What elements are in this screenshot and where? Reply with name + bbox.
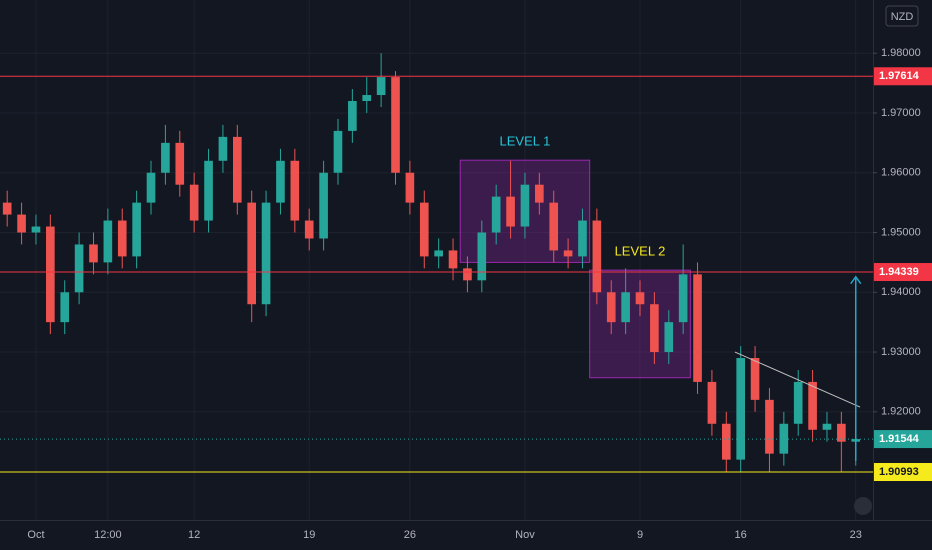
candle-body: [362, 95, 372, 102]
candle-body: [578, 220, 587, 257]
candle-body: [779, 423, 789, 454]
candle-body: [736, 358, 745, 460]
plot: LEVEL 1 LEVEL 2: [0, 0, 873, 520]
x-tick-label: 12: [188, 529, 200, 541]
candle-body: [161, 142, 170, 173]
candle-body: [419, 202, 429, 257]
x-tick-label: 9: [637, 529, 643, 541]
price-tag: [874, 463, 932, 482]
candle-body: [218, 136, 228, 161]
candle-body: [276, 160, 285, 203]
trendline: [734, 351, 861, 408]
x-tick-label: Oct: [27, 529, 44, 541]
y-tick-label: 1.92000: [881, 406, 921, 418]
candle-body: [477, 232, 487, 281]
candle-body: [132, 202, 141, 257]
candle-body: [635, 292, 645, 305]
candle-body: [17, 214, 26, 233]
candle-body: [391, 77, 400, 173]
candle-body: [535, 184, 544, 203]
candle-body: [319, 172, 328, 239]
candle-body: [563, 250, 573, 257]
candle-body: [822, 423, 832, 430]
y-tick-label: 1.98000: [881, 47, 921, 59]
price-tag: [874, 67, 932, 86]
candle-body: [765, 399, 774, 454]
price-tag: [874, 263, 932, 282]
candle-body: [693, 274, 702, 382]
candle-body: [348, 101, 357, 131]
candle-body: [793, 381, 803, 424]
x-tick-label: Nov: [515, 529, 535, 541]
candle-body: [175, 142, 185, 185]
candle-body: [808, 381, 817, 430]
price-tag-label: 1.94339: [879, 266, 919, 278]
events-icon[interactable]: [854, 497, 872, 515]
y-tick-label: 1.96000: [881, 167, 921, 179]
box-label: LEVEL 2: [615, 244, 666, 259]
candle-body: [60, 292, 70, 323]
candle-body: [549, 202, 559, 251]
candle-body: [664, 322, 674, 353]
candle-body: [448, 250, 458, 269]
candle-body: [89, 244, 98, 263]
candle-body: [678, 274, 688, 323]
candle-body: [491, 196, 501, 233]
price-tag-label: 1.90993: [879, 466, 919, 478]
candle-body: [189, 184, 199, 221]
candle-body: [592, 220, 602, 293]
y-tick-label: 1.93000: [881, 346, 921, 358]
price-tag-label: 1.97614: [879, 70, 920, 82]
arrow-head: [850, 275, 862, 285]
x-tick-label: 12:00: [94, 529, 122, 541]
y-tick-label: 1.94000: [881, 286, 921, 298]
candle-body: [2, 202, 12, 215]
candle-body: [721, 423, 731, 460]
candle-body: [405, 172, 415, 203]
candle-body: [434, 250, 443, 257]
price-tag: [874, 430, 932, 449]
candle-body: [650, 304, 659, 353]
candle-body: [304, 220, 314, 239]
candle-body: [376, 77, 386, 96]
x-tick-label: 23: [850, 529, 862, 541]
candle-body: [333, 130, 343, 173]
y-tick-label: 1.95000: [881, 226, 921, 238]
candle-body: [837, 423, 846, 442]
x-tick-label: 16: [735, 529, 747, 541]
candle-body: [621, 292, 630, 323]
candle-body: [506, 196, 515, 227]
candle-body: [46, 226, 55, 323]
candle-body: [606, 292, 616, 323]
x-tick-label: 26: [404, 529, 416, 541]
candle-body: [74, 244, 84, 293]
candle-body: [750, 358, 760, 400]
candle-body: [31, 226, 41, 233]
currency-label: NZD: [891, 11, 914, 23]
candle-body: [232, 136, 242, 203]
candle-body: [707, 381, 717, 424]
price-tag-label: 1.91544: [879, 433, 920, 445]
candle-body: [261, 202, 271, 305]
candle-body: [204, 160, 213, 221]
box-label: LEVEL 1: [500, 134, 551, 149]
x-tick-label: 19: [303, 529, 315, 541]
candle-body: [146, 172, 156, 203]
candle-body: [247, 202, 257, 305]
candle-body: [103, 220, 113, 263]
candle-body: [463, 268, 472, 281]
currency-box[interactable]: [885, 5, 919, 27]
candle-body: [117, 220, 127, 257]
candle-body: [290, 160, 300, 221]
y-tick-label: 1.97000: [881, 107, 921, 119]
candle-body: [520, 184, 530, 227]
